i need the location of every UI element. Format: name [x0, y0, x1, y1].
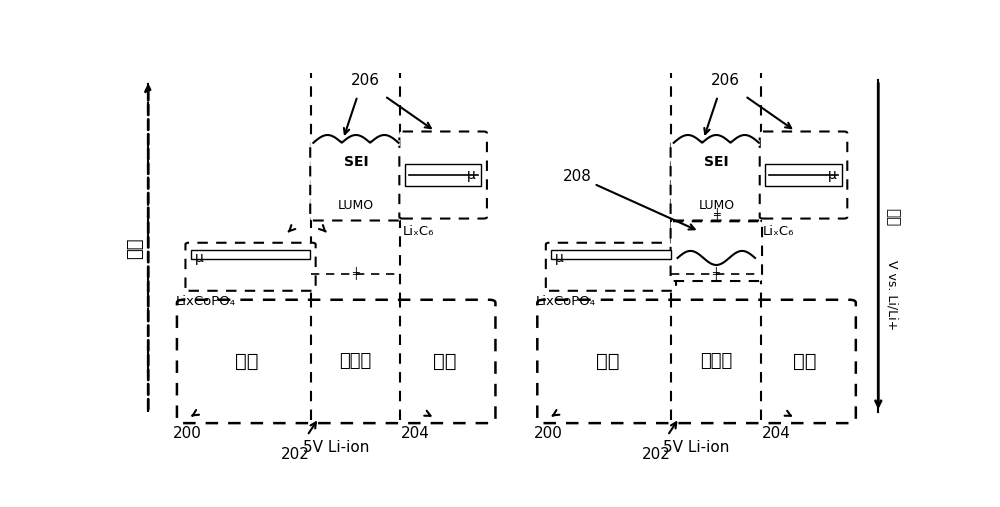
- Text: 206: 206: [351, 73, 380, 88]
- Text: 能量: 能量: [126, 237, 144, 259]
- FancyBboxPatch shape: [185, 243, 316, 291]
- Text: 204: 204: [401, 426, 430, 441]
- Text: LixCoPO₄: LixCoPO₄: [175, 295, 235, 308]
- FancyBboxPatch shape: [671, 221, 762, 281]
- Text: LUMO: LUMO: [338, 199, 374, 212]
- Text: 5V Li-ion: 5V Li-ion: [663, 440, 730, 454]
- Text: LiₓC₆: LiₓC₆: [763, 225, 794, 238]
- Text: LUMO: LUMO: [698, 199, 734, 212]
- Text: LiₓC₆: LiₓC₆: [402, 225, 434, 238]
- Text: 电压: 电压: [885, 208, 900, 226]
- Text: 阳极: 阳极: [793, 352, 817, 371]
- Text: ╪: ╪: [713, 267, 719, 280]
- FancyBboxPatch shape: [399, 131, 487, 219]
- FancyBboxPatch shape: [310, 141, 402, 221]
- Text: 208: 208: [563, 168, 592, 184]
- Text: 200: 200: [173, 426, 202, 441]
- FancyBboxPatch shape: [537, 300, 856, 423]
- Bar: [191, 250, 310, 259]
- Text: μ: μ: [828, 168, 836, 182]
- Text: 200: 200: [533, 426, 562, 441]
- Bar: [765, 164, 842, 186]
- FancyBboxPatch shape: [177, 300, 495, 423]
- Text: 阴极: 阴极: [235, 352, 259, 371]
- Text: V vs. Li/Li+: V vs. Li/Li+: [886, 260, 899, 330]
- Text: ╪: ╪: [352, 267, 359, 280]
- Bar: [551, 250, 671, 259]
- Text: 204: 204: [762, 426, 790, 441]
- Text: ╪: ╪: [713, 208, 720, 221]
- Text: 202: 202: [281, 447, 310, 462]
- Text: μ: μ: [195, 251, 204, 265]
- Text: 电解质: 电解质: [339, 352, 372, 371]
- Text: 206: 206: [711, 73, 740, 88]
- FancyBboxPatch shape: [760, 131, 847, 219]
- Text: μ: μ: [555, 251, 564, 265]
- Text: 电解质: 电解质: [700, 352, 732, 371]
- Bar: [405, 164, 481, 186]
- FancyBboxPatch shape: [671, 141, 762, 221]
- Text: 202: 202: [641, 447, 670, 462]
- FancyBboxPatch shape: [546, 243, 676, 291]
- Text: SEI: SEI: [704, 155, 729, 169]
- Text: 阴极: 阴极: [596, 352, 619, 371]
- Text: SEI: SEI: [344, 155, 368, 169]
- Text: LixCoPO₄: LixCoPO₄: [536, 295, 596, 308]
- Text: 5V Li-ion: 5V Li-ion: [303, 440, 369, 454]
- Text: μ: μ: [467, 168, 476, 182]
- Text: 阳极: 阳极: [433, 352, 456, 371]
